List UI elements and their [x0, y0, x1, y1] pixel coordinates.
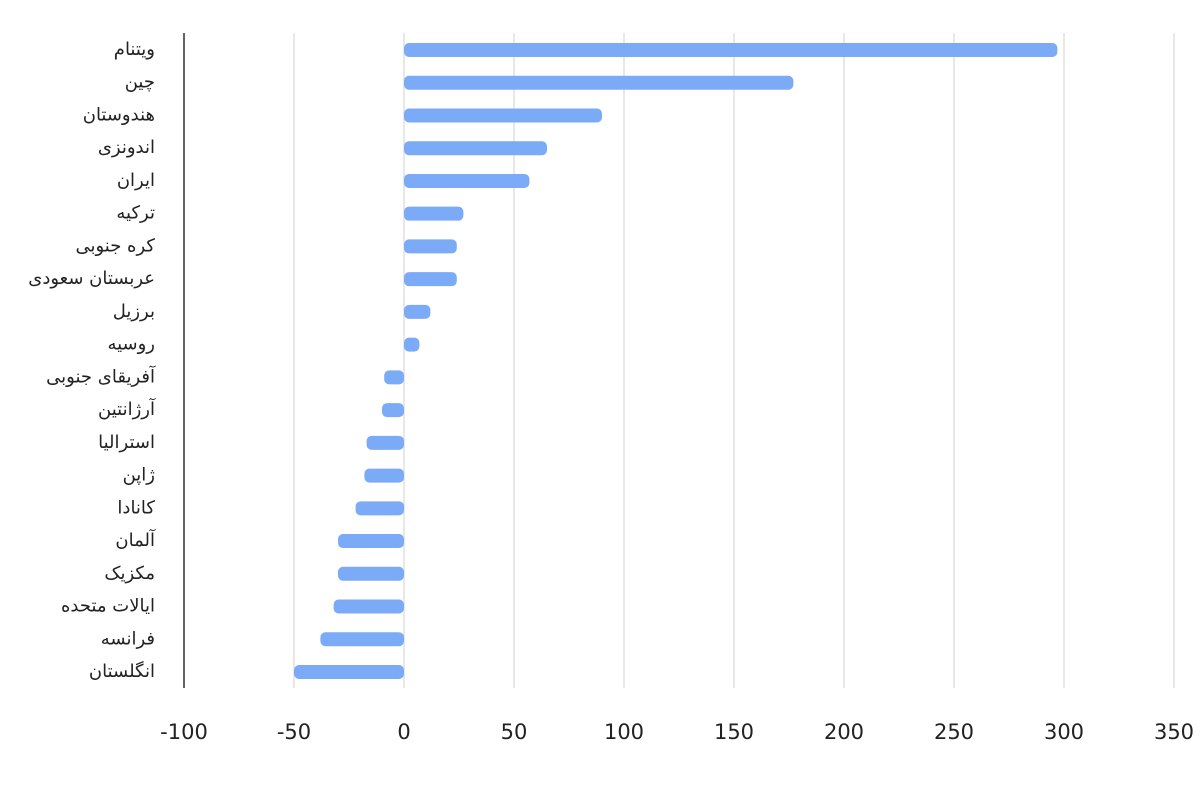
y-tick-label: ایران: [117, 170, 155, 191]
y-tick-label: کره جنوبی: [75, 235, 155, 256]
bar: [404, 141, 547, 156]
bar: [366, 435, 404, 450]
bar: [294, 665, 404, 679]
y-tick-label: فرانسه: [101, 628, 155, 649]
y-tick-label: اندونزی: [98, 137, 155, 158]
bar: [404, 337, 420, 352]
bar: [338, 566, 404, 581]
y-tick-label: ویتنام: [114, 39, 155, 60]
x-tick-label: -50: [277, 720, 311, 744]
x-tick-label: 350: [1154, 720, 1194, 744]
y-tick-label: آفریقای جنوبی: [46, 364, 156, 387]
x-tick-label: 100: [604, 720, 644, 744]
y-tick-label: روسیه: [107, 334, 155, 355]
bar: [404, 304, 431, 319]
x-tick-label: 50: [501, 720, 528, 744]
y-tick-label: هندوستان: [83, 104, 155, 125]
x-tick-label: 250: [934, 720, 974, 744]
bar: [338, 534, 404, 549]
y-tick-label: عربستان سعودی: [28, 268, 155, 289]
y-tick-label: کانادا: [117, 497, 155, 518]
y-tick-label: برزیل: [113, 301, 155, 322]
bar: [364, 468, 404, 483]
bar: [404, 239, 457, 254]
bar: [404, 173, 530, 188]
bar: [404, 75, 794, 90]
bar: [384, 370, 404, 385]
y-tick-label: ژاپن: [123, 465, 155, 486]
bar: [404, 206, 464, 221]
y-tick-label: استرالیا: [98, 432, 155, 453]
x-tick-label: 0: [397, 720, 410, 744]
y-tick-label: مکزیک: [104, 563, 155, 584]
y-tick-label: آلمان: [115, 528, 156, 551]
bar: [382, 403, 404, 418]
bar: [333, 599, 404, 614]
y-tick-label: چین: [125, 72, 155, 93]
y-tick-label: ترکیه: [116, 203, 155, 224]
bar: [404, 108, 602, 123]
x-tick-label: 150: [714, 720, 754, 744]
y-tick-label: ایالات متحده: [61, 596, 155, 617]
y-tick-label: آرژانتین: [98, 397, 156, 420]
y-tick-label: انگلستان: [89, 660, 155, 682]
x-tick-label: -100: [160, 720, 208, 744]
bar: [404, 43, 1058, 57]
x-tick-label: 200: [824, 720, 864, 744]
x-tick-label: 300: [1044, 720, 1084, 744]
bar: [320, 632, 404, 647]
bar: [404, 272, 457, 287]
bar: [355, 501, 404, 516]
